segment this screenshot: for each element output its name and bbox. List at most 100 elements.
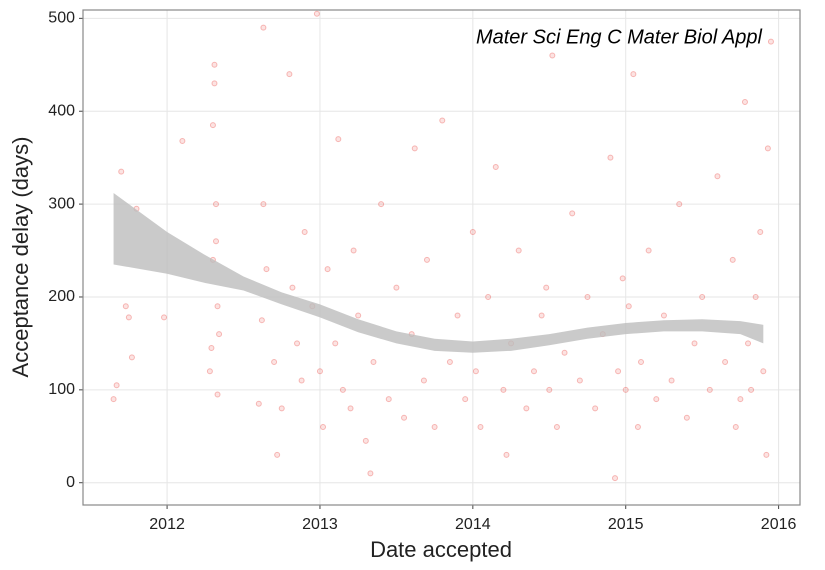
point: [625, 303, 632, 310]
point: [260, 201, 267, 208]
point: [339, 386, 346, 393]
point: [439, 117, 446, 124]
point: [653, 396, 660, 403]
y-tick-label: 300: [48, 195, 75, 212]
point: [122, 303, 129, 310]
point: [592, 405, 599, 412]
point: [619, 275, 626, 282]
point: [423, 256, 430, 263]
point: [211, 80, 218, 87]
point: [313, 10, 320, 17]
point: [332, 340, 339, 347]
point: [553, 423, 560, 430]
y-tick-label: 500: [48, 10, 75, 27]
point: [367, 470, 374, 477]
point: [208, 345, 215, 352]
point: [645, 247, 652, 254]
point: [278, 405, 285, 412]
plot-border: [82, 9, 801, 506]
x-tick-label: 2012: [149, 516, 185, 533]
point: [211, 61, 218, 68]
point: [612, 475, 619, 482]
y-tick-label: 200: [48, 288, 75, 305]
x-tick-label: 2014: [455, 516, 491, 533]
point: [722, 358, 729, 365]
point: [561, 349, 568, 356]
point: [206, 368, 213, 375]
point: [393, 284, 400, 291]
point: [301, 228, 308, 235]
point: [209, 122, 216, 129]
point: [691, 340, 698, 347]
point: [216, 331, 223, 338]
point: [492, 163, 499, 170]
point: [469, 228, 476, 235]
point: [477, 423, 484, 430]
point: [515, 247, 522, 254]
x-axis-title: Date accepted: [370, 537, 512, 562]
point: [737, 396, 744, 403]
x-tick-label: 2013: [302, 516, 338, 533]
point: [523, 405, 530, 412]
point: [676, 201, 683, 208]
point: [622, 386, 629, 393]
point: [350, 247, 357, 254]
x-tick-label: 2015: [608, 516, 644, 533]
point: [748, 386, 755, 393]
point: [472, 368, 479, 375]
point: [431, 423, 438, 430]
point: [630, 71, 637, 78]
point: [274, 451, 281, 458]
point: [294, 340, 301, 347]
point: [767, 38, 774, 45]
point: [546, 386, 553, 393]
x-tick-label: 2016: [761, 516, 797, 533]
point: [752, 293, 759, 300]
point: [258, 317, 265, 324]
point: [179, 137, 186, 144]
point: [741, 98, 748, 105]
point: [128, 354, 135, 361]
point: [113, 382, 120, 389]
point: [714, 173, 721, 180]
point: [763, 451, 770, 458]
point: [660, 312, 667, 319]
point: [760, 368, 767, 375]
point: [260, 24, 267, 31]
point: [362, 437, 369, 444]
point: [454, 312, 461, 319]
point: [683, 414, 690, 421]
point: [706, 386, 713, 393]
point: [263, 266, 270, 273]
point: [324, 266, 331, 273]
y-tick-label: 0: [66, 474, 75, 491]
point: [530, 368, 537, 375]
point: [420, 377, 427, 384]
point: [286, 71, 293, 78]
point: [271, 358, 278, 365]
point: [316, 368, 323, 375]
point: [757, 228, 764, 235]
point: [289, 284, 296, 291]
point: [745, 340, 752, 347]
point: [214, 391, 221, 398]
point: [538, 312, 545, 319]
point: [607, 154, 614, 161]
point: [385, 396, 392, 403]
y-tick-label: 400: [48, 102, 75, 119]
point: [462, 396, 469, 403]
point: [214, 303, 221, 310]
point: [569, 210, 576, 217]
point: [355, 312, 362, 319]
point: [411, 145, 418, 152]
point: [401, 414, 408, 421]
point: [615, 368, 622, 375]
point: [298, 377, 305, 384]
point: [485, 293, 492, 300]
point: [118, 168, 125, 175]
point: [213, 238, 220, 245]
point: [576, 377, 583, 384]
point: [378, 201, 385, 208]
point: [213, 201, 220, 208]
